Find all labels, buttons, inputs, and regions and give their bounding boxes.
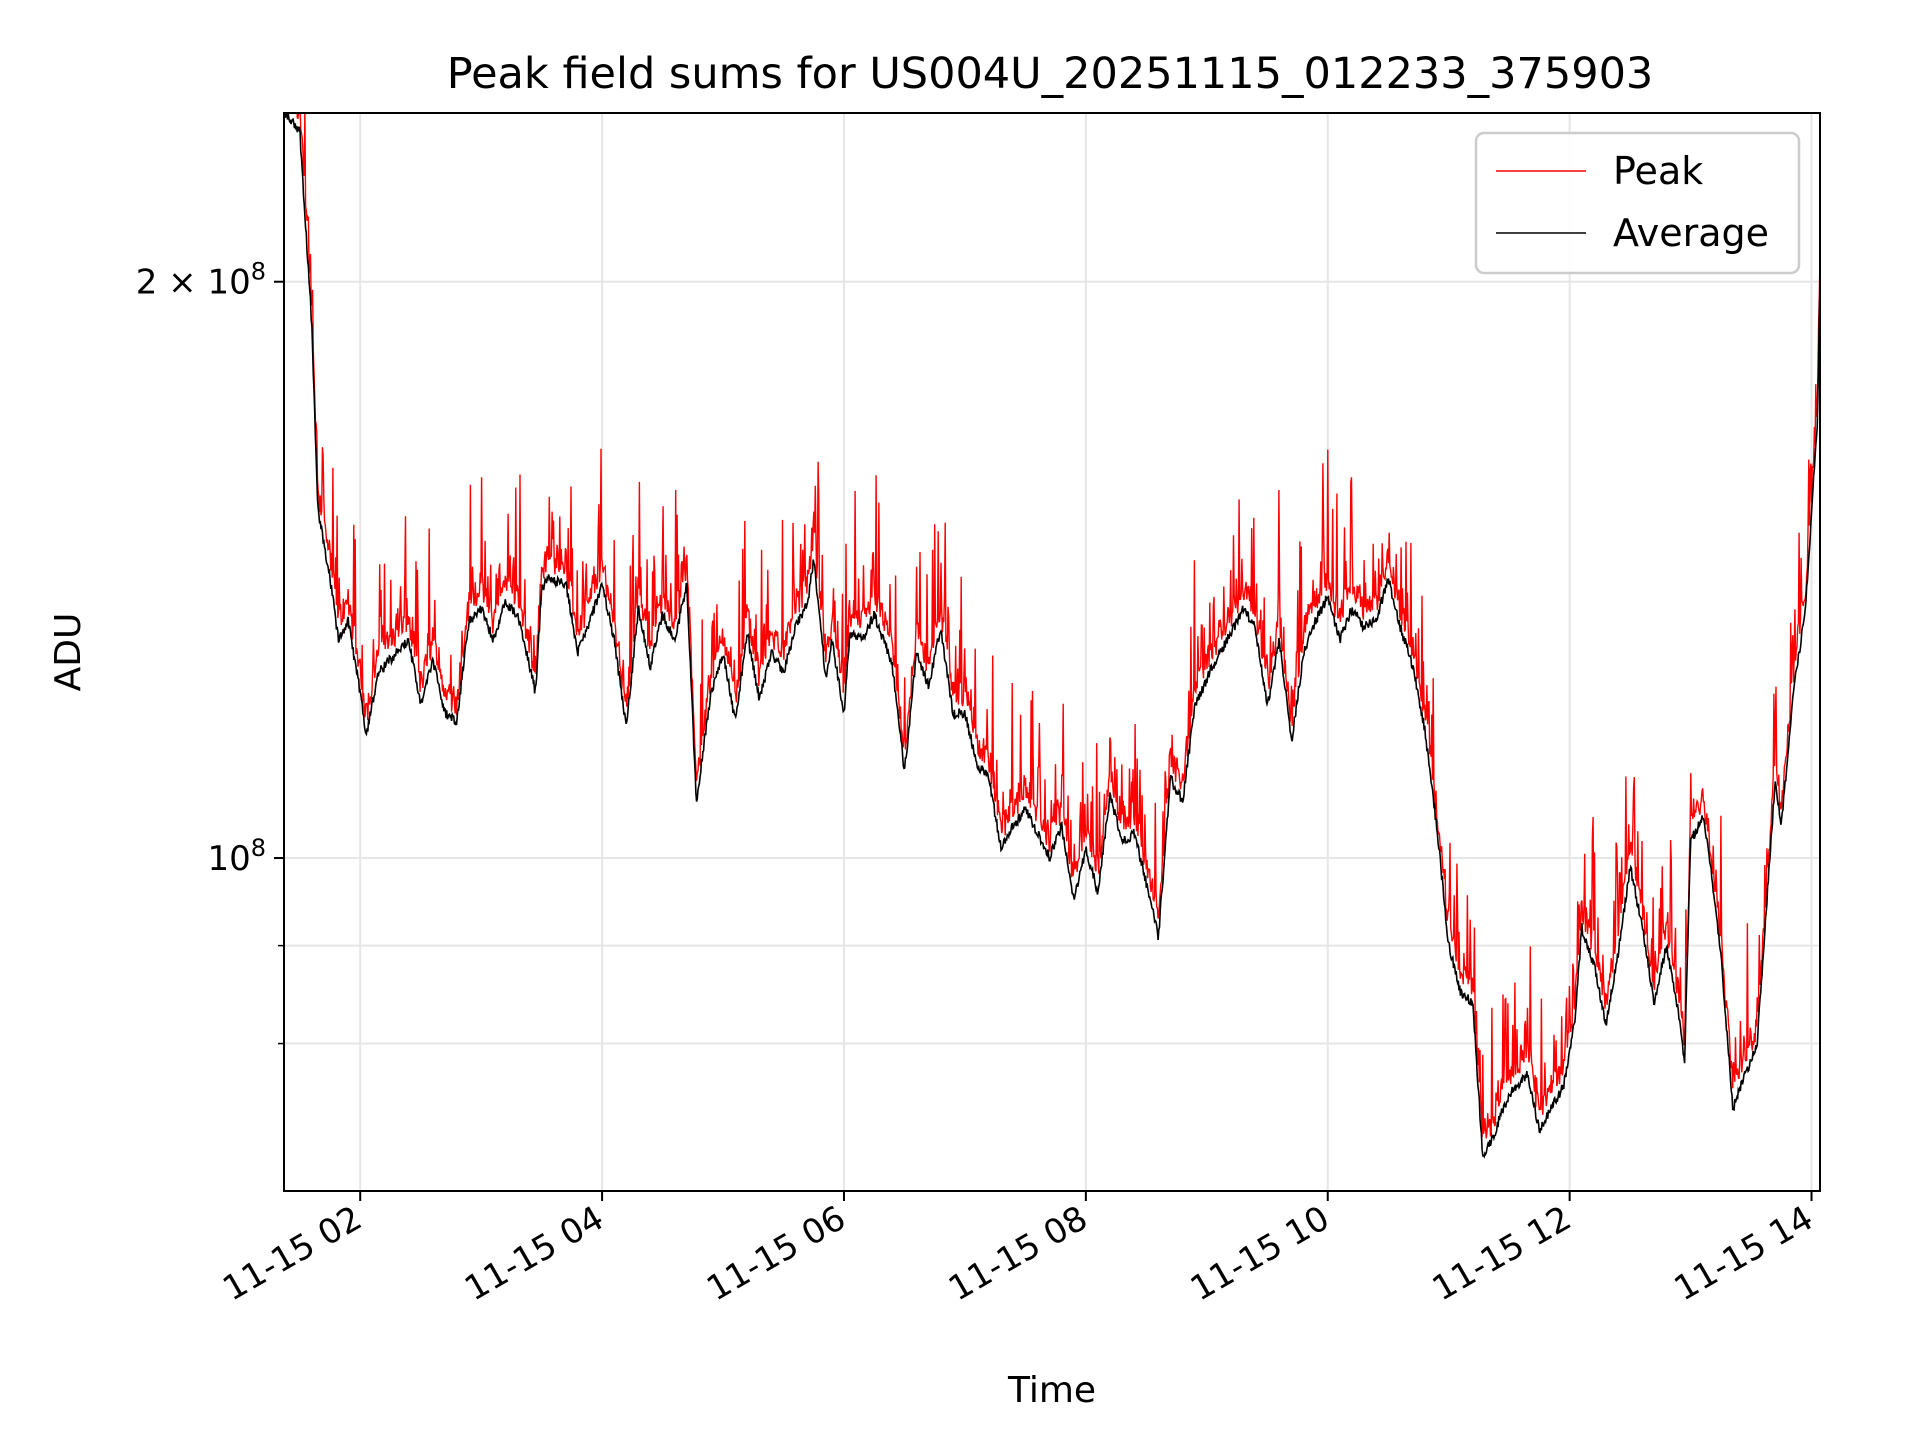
plot-frame [283, 112, 1821, 1192]
y-tick-label: 2 × 108 [136, 258, 266, 303]
y-axis: 2 × 108 108 [136, 258, 284, 1045]
y-axis-label: ADU [48, 613, 89, 692]
legend-label-average: Average [1613, 211, 1769, 255]
series-line-average [284, 113, 1820, 1159]
y-tick-label: 108 [207, 834, 266, 879]
grid-layer [284, 113, 1820, 1191]
plot-area [284, 113, 1820, 1159]
series-line-peak [296, 113, 1820, 1139]
legend-box [1474, 131, 1801, 275]
chart-title: Peak field sums for US004U_20251115_0122… [447, 49, 1654, 99]
x-axis-label: Time [1007, 1370, 1096, 1411]
legend-label-peak: Peak [1613, 149, 1703, 193]
legend: Peak Average [1474, 131, 1801, 275]
